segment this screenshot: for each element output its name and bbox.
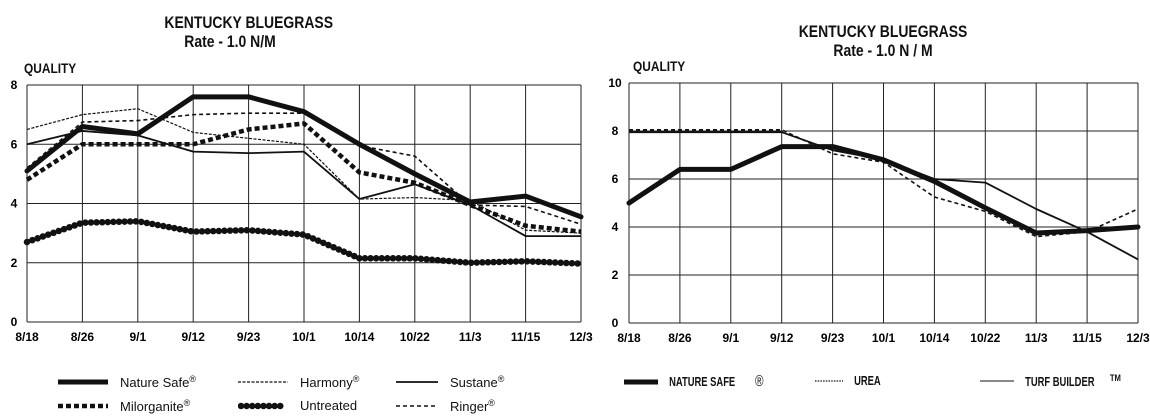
legend-label-untreated: Untreated [300, 398, 358, 413]
legend-item-harmony: Harmony® [238, 374, 359, 390]
chart-1-series-untreated [23, 218, 585, 267]
legend-label-nature-safe: Nature Safe [120, 375, 190, 391]
chart-2-plot: 0 2 4 6 8 10 8/18 8/26 9/1 9/12 9/23 10/1 10/14 10/22… [608, 76, 1150, 345]
legend-swatch-urea [815, 379, 843, 382]
legend-item-turf-builder: TURF BUILDER TM [980, 373, 1139, 389]
chart-1-series-sustane [26, 130, 581, 237]
legend-label-harmony: Harmony [300, 375, 353, 391]
legend-swatch-untreated [238, 402, 288, 409]
chart-2-x-tick-3: 9/1 [722, 331, 739, 345]
legend-label-turf-builder: TURF BUILDER [1025, 374, 1095, 390]
legend-item-sustane: Sustane® [396, 374, 504, 390]
legend-label-ringer: Ringer [450, 399, 489, 415]
chart-2-x-tick-4: 9/12 [770, 331, 794, 345]
chart-2-x-tick-9: 11/3 [1025, 331, 1048, 345]
chart-1-y-tick-6: 6 [11, 137, 18, 151]
chart-2-y-tick-0: 0 [612, 316, 619, 330]
legend-label-nature-safe-2: NATURE SAFE [669, 374, 736, 389]
chart-2-series-urea [629, 129, 1139, 238]
chart-1-x-tick-7: 10/14 [344, 330, 374, 344]
chart-1-title: KENTUCKY BLUEGRASS [164, 13, 333, 32]
chart-1-y-tick-4: 4 [11, 197, 18, 211]
legend-swatch-nature-safe-2 [624, 379, 658, 385]
chart-2-x-tick-11: 12/3 [1126, 331, 1150, 345]
chart-2-y-tick-10: 10 [608, 76, 622, 90]
chart-1-x-tick-10: 11/15 [511, 330, 541, 344]
legend-item-untreated: Untreated [238, 398, 357, 413]
chart-1-x-tick-2: 8/26 [71, 330, 95, 344]
legend-reg-mark: ® [497, 374, 505, 384]
legend-swatch-sustane [396, 381, 438, 384]
chart-2-title: KENTUCKY BLUEGRASS [798, 22, 968, 41]
chart-2-y-tick-2: 2 [612, 268, 619, 282]
chart-1-x-tick-9: 11/3 [459, 330, 482, 344]
chart-2-series-turf-builder [629, 131, 1139, 261]
legend-label-milorganite: Milorganite [120, 399, 184, 415]
legend-item-nature-safe: Nature Safe® [58, 374, 196, 390]
chart-2-title-block: KENTUCKY BLUEGRASS Rate - 1.0 N / M [793, 22, 973, 60]
chart-1-x-tick-5: 9/23 [237, 330, 261, 344]
chart-1-x-tick-11: 12/3 [569, 330, 593, 344]
chart-2-y-label: QUALITY [633, 58, 686, 74]
chart-1-y-tick-8: 8 [11, 78, 18, 92]
chart-2-x-tick-5: 9/23 [821, 331, 845, 345]
chart-2-x-tick-8: 10/22 [970, 331, 1000, 345]
legend-item-ringer: Ringer® [396, 398, 495, 414]
legend-swatch-ringer [396, 405, 438, 407]
chart-2-x-tick-7: 10/14 [919, 331, 949, 345]
legend-label-urea: UREA [854, 373, 881, 388]
chart-1-series-harmony [26, 108, 582, 234]
chart-1-series-ringer [26, 112, 582, 225]
legend-swatch-nature-safe [58, 379, 108, 385]
chart-1-y-tick-0: 0 [11, 315, 18, 329]
chart-2-y-tick-4: 4 [612, 220, 619, 234]
chart-1-series-milorganite [25, 121, 582, 234]
legend-reg-mark: ® [183, 398, 191, 408]
chart-1-y-tick-2: 2 [11, 256, 18, 270]
legend-reg-mark: ® [189, 374, 197, 384]
legend-swatch-milorganite [58, 403, 108, 409]
legend-reg-mark: ® [352, 374, 360, 384]
chart-1-x-tick-3: 9/1 [129, 330, 146, 344]
chart-2-x-tick-10: 11/15 [1072, 331, 1102, 345]
chart-1-x-tick-6: 10/1 [292, 330, 316, 344]
chart-2-y-tick-8: 8 [612, 124, 619, 138]
legend-item-nature-safe-2: NATURE SAFE ® [624, 373, 783, 391]
legend-reg-mark: ® [488, 398, 495, 408]
legend-swatch-turf-builder [980, 380, 1014, 382]
chart-1-x-tick-4: 9/12 [182, 330, 206, 344]
chart-2-x-tick-2: 8/26 [668, 331, 692, 345]
chart-1-y-label: QUALITY [24, 60, 77, 76]
chart-1-title-block: KENTUCKY BLUEGRASS Rate - 1.0 N/M [164, 13, 333, 51]
chart-1-subtitle: Rate - 1.0 N/M [184, 32, 276, 51]
chart-2-x-tick-1: 8/18 [617, 331, 641, 345]
chart-1-series-nature-safe [24, 94, 584, 220]
legend-item-urea: UREA [815, 373, 892, 388]
legend-reg-mark-2: ® [755, 373, 764, 390]
legend-label-sustane: Sustane [450, 375, 498, 391]
chart-2-x-tick-6: 10/1 [872, 331, 896, 345]
chart-2-subtitle: Rate - 1.0 N / M [833, 41, 933, 60]
chart-1-plot: 0 2 4 6 8 8/18 8/26 9/1 9/12 9/23 10/1 10/14 10/22 11… [11, 78, 593, 344]
legend-tm-mark: TM [1109, 373, 1121, 383]
chart-1-x-tick-8: 10/22 [400, 330, 430, 344]
legend-item-milorganite: Milorganite® [58, 398, 190, 414]
chart-1-x-tick-1: 8/18 [15, 330, 39, 344]
chart-2-y-tick-6: 6 [612, 172, 619, 186]
legend-swatch-harmony [238, 381, 288, 383]
